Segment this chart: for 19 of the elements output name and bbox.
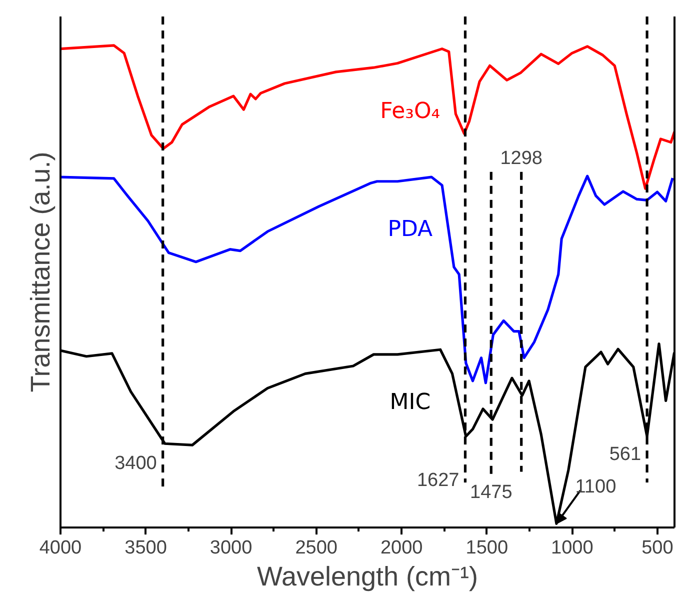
x-tick-label: 3000	[210, 538, 252, 558]
x-tick-label: 1000	[551, 538, 594, 558]
ref-line-label: 1298	[500, 148, 542, 169]
ref-line-label: 1627	[416, 470, 460, 491]
series-label: PDA	[388, 217, 433, 242]
series-label: Fe₃O₄	[380, 99, 440, 124]
x-axis-title: Wavelength (cm⁻¹)	[256, 562, 478, 592]
x-tick-label: 4000	[39, 538, 82, 558]
x-tick-label: 2000	[380, 538, 423, 558]
ref-line-label: 1475	[470, 482, 512, 504]
ref-line-label: 561	[609, 444, 642, 465]
ref-line-label: 3400	[114, 453, 157, 474]
series-label: MIC	[390, 390, 431, 416]
x-tick-label: 2500	[295, 538, 338, 558]
x-tick-label: 500	[642, 538, 674, 558]
annotation: 1100	[575, 476, 616, 498]
x-tick-label: 3500	[124, 538, 167, 558]
x-tick-label: 1500	[466, 538, 508, 558]
y-axis-title: Transmittance (a.u.)	[26, 152, 56, 392]
